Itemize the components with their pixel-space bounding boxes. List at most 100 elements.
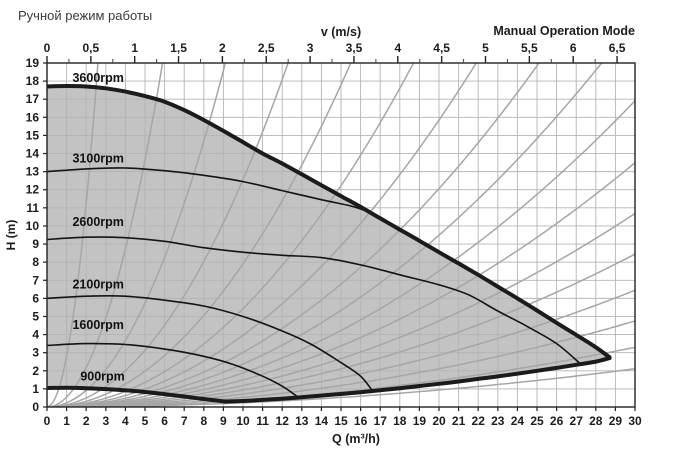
axis-tick-label: 15: [26, 128, 40, 142]
axis-tick-label: 1: [63, 414, 70, 428]
axis-tick-label: 5,5: [521, 41, 538, 55]
rpm-label-3600rpm: 3600rpm: [72, 71, 123, 85]
axis-tick-label: 11: [26, 201, 39, 215]
curve-2100rpm: [47, 294, 374, 392]
velocity-guide-curve: [47, 63, 603, 407]
axis-tick-label: 2: [219, 41, 226, 55]
max-flow-limit-line: [223, 356, 612, 404]
axis-tick-label: 5: [32, 309, 39, 323]
axis-tick-label: 18: [26, 74, 40, 88]
velocity-guide-curve: [47, 63, 352, 407]
axis-tick-label: 5: [482, 41, 489, 55]
axis-tick-label: 29: [609, 414, 623, 428]
curve-2600rpm: [47, 236, 581, 365]
axis-tick-label: 4: [394, 41, 401, 55]
axis-tick-label: 19: [26, 56, 40, 70]
velocity-guide-curve: [47, 289, 635, 407]
rpm-curve-labels: 3600rpm 3100rpm 2600rpm 2100rpm 1600rpm 900rp…: [72, 71, 124, 384]
axis-tick-label: 2,5: [258, 41, 275, 55]
velocity-guide-curves: [47, 63, 635, 407]
axis-tick-label: 7: [32, 273, 39, 287]
curve-3100rpm: [47, 167, 367, 212]
axis-tick-label: 11: [256, 414, 269, 428]
velocity-guide-curve: [47, 63, 164, 407]
rpm-label-900rpm: 900rpm: [80, 370, 124, 384]
axis-tick-label: 6: [570, 41, 577, 55]
velocity-guide-curve: [47, 63, 99, 407]
axis-tick-label: 3: [32, 346, 39, 360]
axis-tick-label: 14: [26, 147, 40, 161]
axis-tick-label: 3: [307, 41, 314, 55]
axis-tick-label: 13: [295, 414, 309, 428]
velocity-guide-curve: [47, 212, 635, 407]
axis-tick-label: 23: [491, 414, 505, 428]
axis-tick-label: 6: [161, 414, 168, 428]
chart-title-russian: Ручной режим работы: [18, 8, 153, 23]
velocity-guide-curve: [47, 100, 635, 407]
axis-tick-label: 3,5: [346, 41, 363, 55]
axis-tick-label: 4,5: [433, 41, 450, 55]
curve-900rpm-envelope-bottom: [47, 385, 228, 404]
axis-tick-label: 17: [374, 414, 388, 428]
axis-tick-label: 4: [122, 414, 129, 428]
axis-tick-label: 1: [131, 41, 138, 55]
axis-tick-label: 20: [432, 414, 446, 428]
velocity-guide-curve: [47, 63, 289, 407]
rpm-label-3100rpm: 3100rpm: [72, 152, 123, 166]
axis-tick-label: 16: [26, 110, 40, 124]
velocity-guide-curve: [47, 63, 227, 407]
x-axis: 0 1 2 3 4 5 6 7 8 9 10 11 12 13 14 15 16 17 18 19 20 21 22 23 24…: [44, 407, 642, 446]
axis-tick-label: 9: [220, 414, 227, 428]
axis-tick-label: 15: [334, 414, 348, 428]
curve-1600rpm: [47, 342, 299, 398]
velocity-guide-curve: [47, 63, 478, 407]
velocity-guide-curve: [47, 368, 635, 407]
axis-tick-label: 0: [32, 400, 39, 414]
axis-tick-label: 21: [452, 414, 466, 428]
axis-tick-label: 25: [530, 414, 544, 428]
rpm-label-2100rpm: 2100rpm: [72, 277, 123, 291]
axis-tick-label: 4: [32, 328, 39, 342]
axis-tick-label: 19: [413, 414, 427, 428]
rpm-label-2600rpm: 2600rpm: [72, 215, 123, 229]
axis-tick-label: 2: [83, 414, 90, 428]
axis-tick-label: 1,5: [170, 41, 187, 55]
axis-tick-label: 6: [32, 291, 39, 305]
x-axis-title: Q (m³/h): [332, 432, 380, 446]
axis-tick-label: 17: [26, 92, 40, 106]
axis-tick-label: 8: [32, 255, 39, 269]
axis-tick-label: 0,5: [83, 41, 100, 55]
velocity-guide-curve: [47, 63, 540, 407]
axis-tick-label: 18: [393, 414, 407, 428]
axis-tick-label: 6,5: [609, 41, 626, 55]
top-velocity-axis: 0 0,5 1 1,5 2 2,5 3 3,5 4 4,5 5 5,5 6 6,5 v (m/s): [44, 25, 626, 63]
axis-tick-label: 12: [26, 183, 40, 197]
axis-tick-label: 1: [32, 382, 39, 396]
axis-tick-label: 2: [32, 364, 39, 378]
axis-tick-label: 8: [200, 414, 207, 428]
axis-tick-label: 0: [44, 41, 51, 55]
axis-tick-label: 26: [550, 414, 564, 428]
axis-tick-label: 10: [236, 414, 250, 428]
velocity-guide-curve: [47, 253, 635, 407]
top-axis-title: v (m/s): [321, 25, 361, 39]
velocity-guide-curve: [47, 162, 635, 407]
axis-tick-label: 5: [142, 414, 149, 428]
velocity-guide-curve: [47, 63, 415, 407]
y-axis-title: H (m): [4, 220, 18, 251]
axis-tick-label: 10: [26, 219, 40, 233]
axis-tick-label: 16: [354, 414, 368, 428]
chart-title-english: Manual Operation Mode: [493, 24, 635, 38]
envelope-outline: [47, 83, 612, 404]
axis-tick-label: 28: [589, 414, 603, 428]
axis-tick-label: 9: [32, 237, 39, 251]
rpm-label-1600rpm: 1600rpm: [72, 318, 123, 332]
grid-lines: [47, 63, 635, 407]
axis-tick-label: 12: [276, 414, 290, 428]
axis-tick-label: 22: [472, 414, 486, 428]
axis-tick-label: 13: [26, 165, 40, 179]
axis-tick-label: 7: [181, 414, 188, 428]
axis-tick-label: 3: [102, 414, 109, 428]
